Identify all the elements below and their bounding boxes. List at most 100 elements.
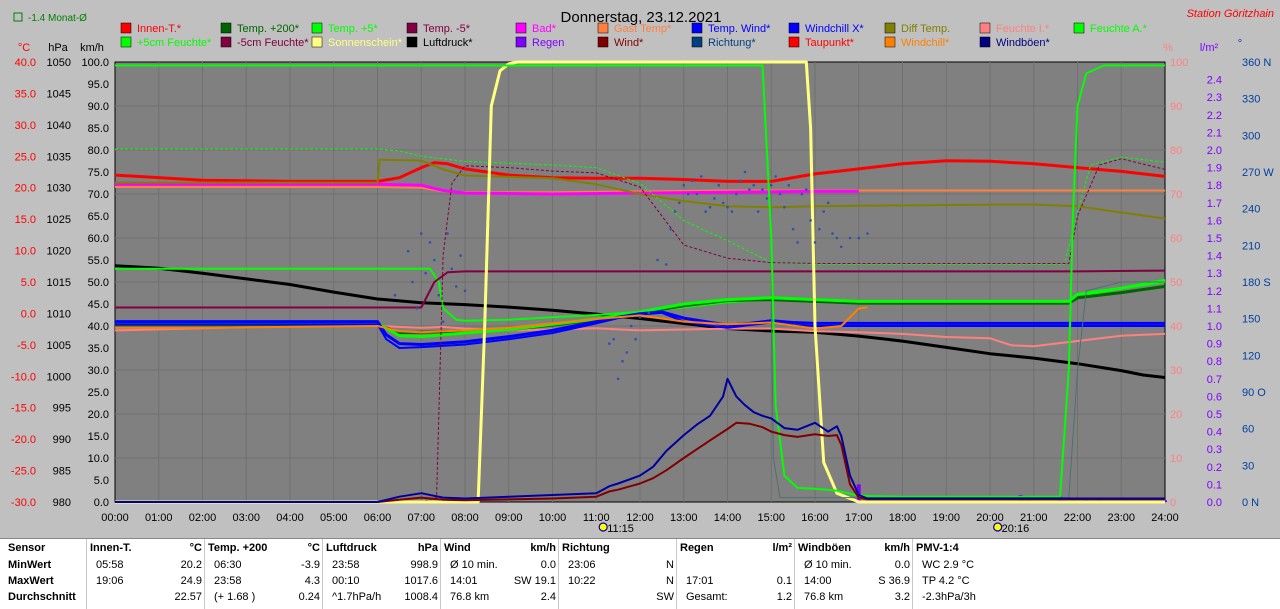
legend-swatch: [884, 22, 896, 34]
tick-label-rain: 2.1: [1207, 127, 1222, 139]
stats-column-unit: l/m²: [772, 542, 792, 554]
tick-label-rain: 1.0: [1207, 321, 1222, 333]
stats-cell-label: 23:58: [332, 559, 360, 571]
tick-label-humidity: 60: [1170, 233, 1182, 245]
series-line: [115, 377, 1165, 503]
stats-column-separator: [676, 539, 677, 609]
stats-column-unit: km/h: [530, 542, 556, 554]
month-avg-checkbox[interactable]: [13, 12, 23, 22]
direction-point: [411, 280, 414, 284]
stats-cell-label: 17:01: [686, 575, 714, 587]
direction-point: [419, 232, 423, 235]
direction-point: [804, 188, 808, 191]
tick-label-direction: 60: [1242, 424, 1254, 436]
tick-label-rain: 1.1: [1207, 303, 1222, 315]
tick-label-wind: 75.0: [88, 167, 109, 179]
direction-point: [629, 324, 633, 328]
tick-label-direction: 0 N: [1242, 497, 1259, 509]
x-tick-label: 18:00: [889, 512, 917, 524]
stats-cell-label: (+ 1.68 ): [214, 591, 256, 603]
direction-point: [787, 183, 791, 187]
tick-label-rain: 1.6: [1207, 215, 1222, 227]
stats-column-separator: [912, 539, 913, 609]
tick-label-rain: 1.3: [1207, 268, 1222, 280]
stats-cell-label: TP 4.2 °C: [922, 575, 970, 587]
direction-point: [454, 285, 458, 288]
tick-label-humidity: 30: [1170, 365, 1182, 377]
stats-cell-label: 19:06: [96, 575, 124, 587]
series-line: [115, 186, 1165, 194]
stats-column-separator: [204, 539, 205, 609]
stats-cell-value: 22.57: [174, 591, 202, 603]
stats-column-title: Regen: [680, 542, 714, 554]
series-line: [115, 278, 1166, 339]
direction-point: [616, 377, 620, 381]
stats-row-label: MinWert: [8, 559, 52, 571]
stats-cell-value: 998.9: [410, 559, 438, 571]
tick-label-wind: 40.0: [88, 321, 109, 333]
legend-swatch: [311, 36, 323, 48]
stats-cell-value: 0.0: [894, 559, 910, 571]
stats-row-label: Durchschnitt: [8, 591, 76, 603]
x-tick-label: 16:00: [801, 512, 829, 524]
direction-point: [813, 241, 817, 244]
direction-point: [835, 236, 839, 240]
tick-label-temp: 10.0: [15, 246, 36, 258]
direction-point: [809, 219, 812, 222]
tick-label-temp: 30.0: [15, 120, 36, 132]
legend-swatch: [220, 22, 232, 34]
stats-cell-value: 20.2: [180, 559, 202, 571]
tick-label-rain: 2.0: [1207, 145, 1222, 157]
direction-point: [699, 175, 703, 178]
tick-label-wind: 30.0: [88, 365, 109, 377]
direction-point: [756, 210, 760, 213]
legend-label: Feuchte I.*: [996, 23, 1050, 35]
tick-label-pressure: 1025: [47, 214, 71, 226]
legend-label: +5cm Feuchte*: [137, 37, 212, 49]
direction-point: [446, 232, 449, 235]
stats-column-title: Wind: [444, 542, 471, 554]
direction-point: [682, 183, 686, 187]
tick-label-pressure: 990: [53, 434, 71, 446]
legend-swatch: [120, 36, 132, 48]
direction-point: [818, 227, 821, 231]
stats-column-separator: [86, 539, 87, 609]
tick-label-wind: 10.0: [88, 453, 109, 465]
tick-label-rain: 2.3: [1207, 92, 1222, 104]
legend-label: Innen-T.*: [137, 23, 182, 35]
legend-swatch: [220, 36, 232, 48]
tick-label-wind: 55.0: [88, 255, 109, 267]
stats-cell-value: SW: [656, 591, 674, 603]
direction-point: [669, 227, 672, 231]
stats-cell-label: Ø 10 min.: [450, 559, 498, 571]
series-line: [114, 264, 1166, 379]
direction-point: [695, 192, 699, 196]
direction-point: [704, 210, 707, 213]
series-line: [115, 269, 1166, 309]
tick-label-rain: 0.5: [1207, 409, 1222, 421]
legend-swatch: [884, 36, 896, 48]
tick-label-pressure: 1045: [47, 88, 71, 100]
stats-cell-value: 0.1: [776, 575, 792, 587]
stats-column-unit: hPa: [417, 542, 438, 554]
legend-label: Richtung*: [708, 37, 756, 49]
stats-column-title: PMV-1:4: [916, 542, 959, 554]
legend-swatch: [788, 22, 800, 34]
tick-label-temp: -30.0: [11, 497, 36, 509]
tick-label-rain: 2.4: [1207, 75, 1222, 87]
legend-swatch: [597, 36, 609, 48]
tick-label-pressure: 980: [53, 497, 71, 509]
tick-label-temp: -5.0: [17, 340, 36, 352]
tick-label-wind: 90.0: [88, 101, 109, 113]
station-name: Station Göritzhain: [1187, 8, 1274, 20]
tick-label-rain: 2.2: [1207, 110, 1222, 122]
stats-cell-value: 0.0: [540, 559, 556, 571]
tick-label-wind: 0.0: [94, 497, 109, 509]
direction-point: [739, 179, 742, 183]
legend-label: Temp. +5*: [328, 23, 379, 35]
tick-label-pressure: 1020: [47, 246, 71, 258]
stats-cell-label: 76.8 km: [450, 591, 490, 603]
tick-label-temp: -10.0: [11, 371, 36, 383]
stats-cell-value: N: [666, 575, 674, 587]
legend-label: Windchill*: [901, 37, 950, 49]
